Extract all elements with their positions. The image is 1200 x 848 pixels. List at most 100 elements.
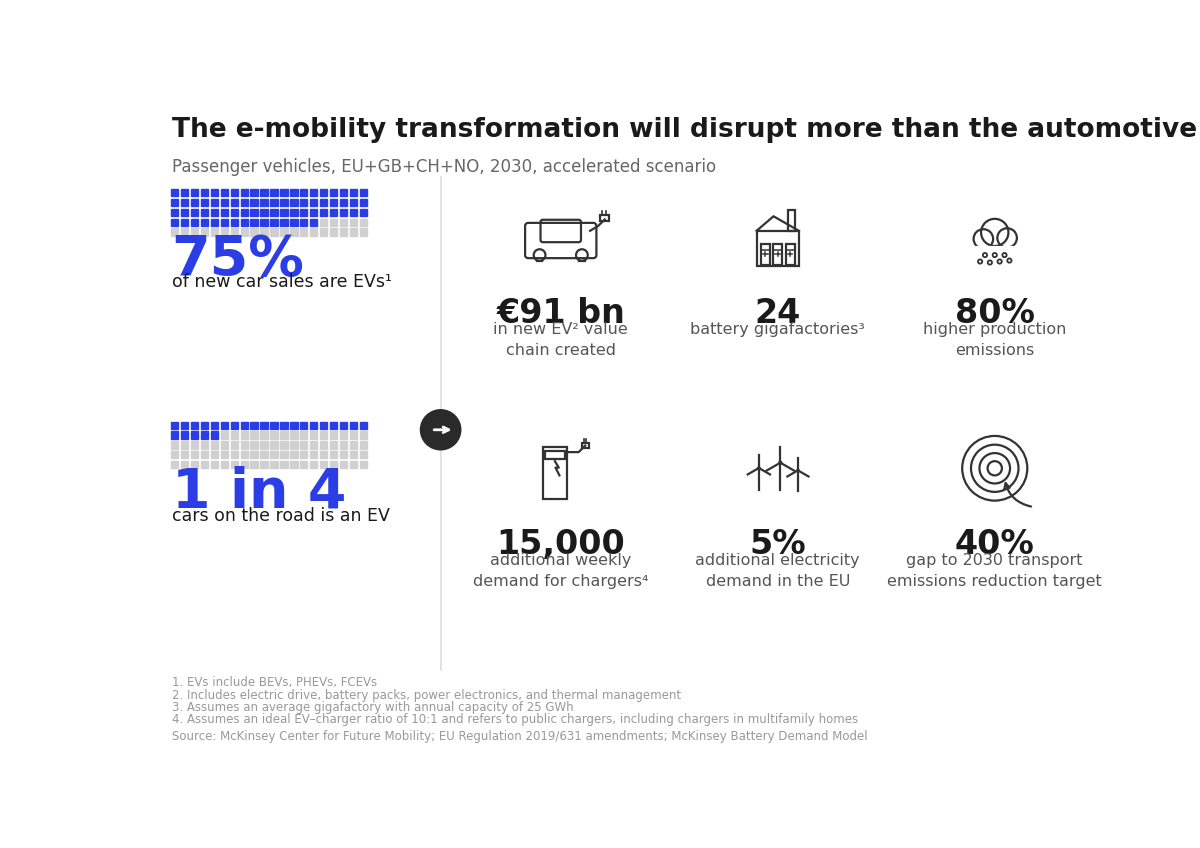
- Bar: [330, 228, 337, 236]
- Bar: [310, 209, 317, 216]
- Bar: [290, 451, 298, 459]
- Bar: [320, 228, 328, 236]
- Circle shape: [420, 410, 461, 449]
- Bar: [330, 189, 337, 196]
- Bar: [360, 441, 367, 449]
- Bar: [300, 461, 307, 468]
- Bar: [191, 451, 198, 459]
- Bar: [340, 441, 347, 449]
- Bar: [172, 432, 179, 438]
- Text: 1 in 4: 1 in 4: [172, 466, 346, 520]
- Bar: [251, 441, 258, 449]
- Bar: [270, 421, 277, 429]
- Bar: [230, 228, 238, 236]
- Bar: [260, 189, 268, 196]
- Bar: [200, 209, 209, 216]
- Bar: [360, 461, 367, 468]
- Bar: [191, 461, 198, 468]
- Text: cars on the road is an EV: cars on the road is an EV: [172, 507, 390, 525]
- Bar: [240, 451, 248, 459]
- Bar: [270, 451, 277, 459]
- Bar: [230, 219, 238, 226]
- Bar: [360, 228, 367, 236]
- Bar: [300, 421, 307, 429]
- Bar: [221, 198, 228, 206]
- Bar: [191, 228, 198, 236]
- Bar: [290, 189, 298, 196]
- Bar: [340, 421, 347, 429]
- Bar: [340, 189, 347, 196]
- Bar: [172, 228, 179, 236]
- Bar: [310, 441, 317, 449]
- Bar: [181, 198, 188, 206]
- Bar: [330, 432, 337, 438]
- Bar: [251, 421, 258, 429]
- Bar: [281, 219, 288, 226]
- Bar: [320, 432, 328, 438]
- Bar: [281, 189, 288, 196]
- Bar: [300, 198, 307, 206]
- Bar: [281, 421, 288, 429]
- Bar: [211, 228, 218, 236]
- Text: 40%: 40%: [955, 527, 1034, 561]
- Bar: [320, 421, 328, 429]
- Bar: [240, 432, 248, 438]
- Text: The e-mobility transformation will disrupt more than the automotive industry: The e-mobility transformation will disru…: [172, 117, 1200, 143]
- Bar: [221, 219, 228, 226]
- Bar: [349, 228, 358, 236]
- Bar: [260, 461, 268, 468]
- Bar: [330, 209, 337, 216]
- Bar: [340, 228, 347, 236]
- Bar: [230, 432, 238, 438]
- Bar: [211, 461, 218, 468]
- Bar: [260, 441, 268, 449]
- Bar: [211, 432, 218, 438]
- Bar: [240, 209, 248, 216]
- Text: battery gigafactories³: battery gigafactories³: [690, 322, 865, 337]
- Bar: [221, 441, 228, 449]
- Circle shape: [779, 461, 782, 464]
- Bar: [330, 441, 337, 449]
- Bar: [300, 441, 307, 449]
- Bar: [221, 461, 228, 468]
- Bar: [200, 461, 209, 468]
- Bar: [251, 432, 258, 438]
- Bar: [260, 451, 268, 459]
- Bar: [191, 421, 198, 429]
- Bar: [310, 198, 317, 206]
- Bar: [221, 209, 228, 216]
- Bar: [230, 198, 238, 206]
- Bar: [310, 432, 317, 438]
- Bar: [200, 441, 209, 449]
- Bar: [221, 451, 228, 459]
- Bar: [360, 421, 367, 429]
- Bar: [200, 421, 209, 429]
- Bar: [181, 461, 188, 468]
- Bar: [191, 432, 198, 438]
- Text: additional electricity
demand in the EU: additional electricity demand in the EU: [696, 553, 860, 589]
- Bar: [360, 209, 367, 216]
- Bar: [251, 219, 258, 226]
- Bar: [340, 432, 347, 438]
- Bar: [290, 441, 298, 449]
- Bar: [300, 189, 307, 196]
- Bar: [211, 441, 218, 449]
- Bar: [251, 228, 258, 236]
- Bar: [360, 198, 367, 206]
- Bar: [340, 451, 347, 459]
- Bar: [340, 198, 347, 206]
- Bar: [230, 189, 238, 196]
- Bar: [360, 432, 367, 438]
- Bar: [270, 228, 277, 236]
- Bar: [773, 243, 782, 265]
- Bar: [349, 198, 358, 206]
- Bar: [181, 228, 188, 236]
- Bar: [281, 441, 288, 449]
- Bar: [251, 451, 258, 459]
- Bar: [172, 441, 179, 449]
- Bar: [181, 451, 188, 459]
- Bar: [211, 421, 218, 429]
- Bar: [349, 209, 358, 216]
- Bar: [330, 198, 337, 206]
- Bar: [340, 461, 347, 468]
